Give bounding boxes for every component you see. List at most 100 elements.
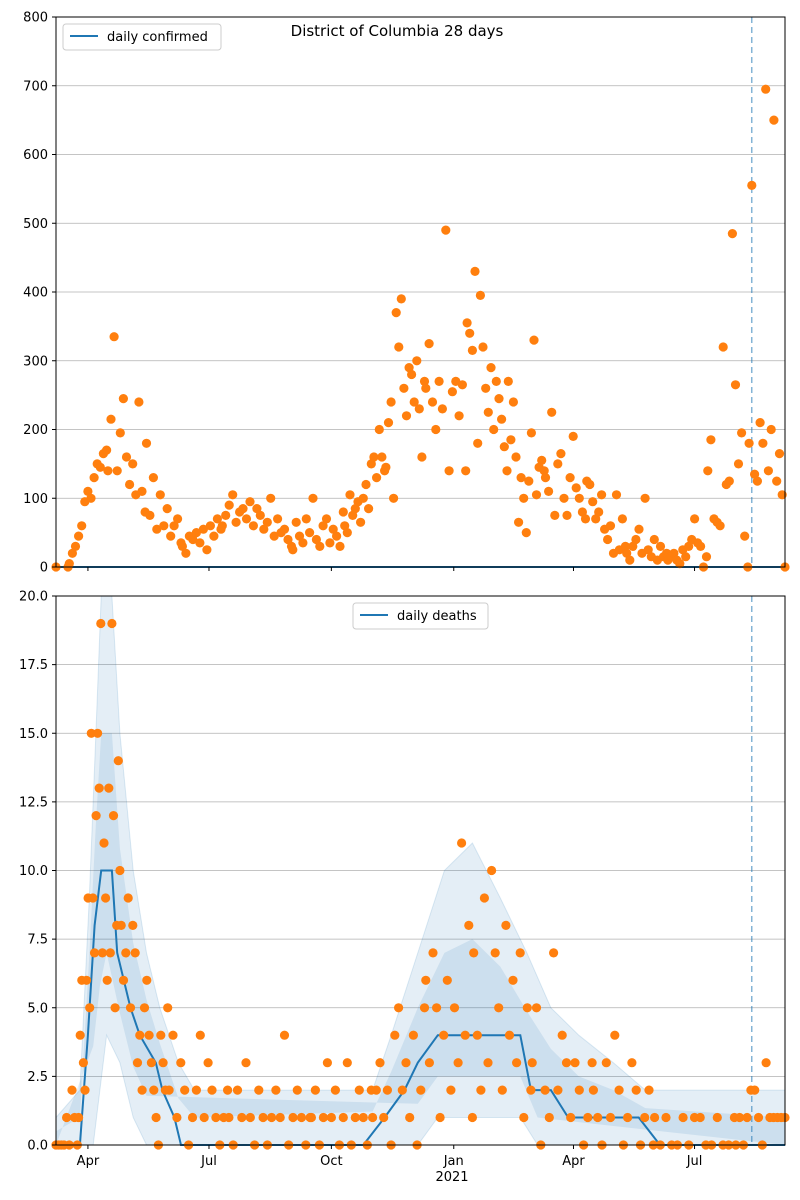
confirmed-data-point (591, 514, 601, 524)
confirmed-data-point (763, 466, 774, 476)
confirmed-data-point (338, 507, 348, 517)
deaths-data-point (151, 1112, 161, 1123)
confirmed-data-point (441, 225, 451, 235)
confirmed-data-point (502, 466, 512, 476)
confirmed-data-point (437, 404, 447, 414)
confirmed-data-point (447, 387, 457, 397)
confirmed-data-point (580, 514, 591, 524)
confirmed-data-point (588, 497, 598, 507)
confirmed-data-point (259, 524, 269, 534)
deaths-data-point (144, 1030, 154, 1040)
deaths-data-point (472, 1030, 482, 1040)
confirmed-data-point (383, 418, 394, 428)
deaths-data-point (432, 1003, 442, 1013)
confirmed-data-point (269, 531, 279, 541)
confirmed-data-point (769, 115, 779, 125)
y-tick-label: 0 (40, 561, 48, 576)
deaths-data-point (78, 1058, 88, 1068)
deaths-data-point (135, 1030, 145, 1040)
deaths-data-point (446, 1085, 456, 1095)
confirmed-data-point (514, 517, 524, 527)
deaths-data-point (483, 1058, 493, 1068)
confirmed-data-point (655, 541, 666, 552)
deaths-data-point (419, 1003, 430, 1013)
confirmed-data-point (631, 534, 641, 545)
deaths-data-point (408, 1030, 418, 1040)
confirmed-data-point (141, 438, 152, 448)
confirmed-data-point (245, 497, 255, 507)
deaths-data-point (180, 1085, 190, 1095)
confirmed-data-point (481, 383, 491, 393)
deaths-data-point (107, 618, 117, 629)
deaths-data-point (515, 948, 525, 958)
deaths-data-point (531, 1003, 542, 1013)
confirmed-data-point (381, 462, 391, 472)
deaths-data-point (104, 783, 114, 793)
confirmed-data-point (335, 541, 345, 552)
deaths-data-point (476, 1085, 486, 1095)
confirmed-data-point (521, 528, 531, 538)
confirmed-data-point (212, 514, 222, 524)
confirmed-data-point (491, 376, 501, 386)
deaths-data-point (469, 948, 479, 958)
deaths-data-point (187, 1112, 198, 1123)
confirmed-data-point (519, 493, 529, 503)
confirmed-data-point (620, 541, 631, 552)
deaths-data-point (275, 1112, 285, 1123)
confirmed-data-point (727, 229, 738, 239)
confirmed-data-point (137, 486, 147, 496)
confirmed-data-point (125, 479, 135, 490)
confirmed-data-point (503, 376, 513, 386)
x-tick-label: Apr (562, 1154, 585, 1169)
deaths-data-point (306, 1112, 316, 1123)
deaths-data-point (487, 865, 497, 876)
deaths-data-point (199, 1112, 209, 1123)
deaths-data-point (501, 920, 511, 931)
deaths-data-point (99, 838, 109, 848)
confirmed-data-point (298, 538, 308, 548)
confirmed-data-point (115, 428, 125, 438)
deaths-data-point (156, 1030, 166, 1040)
deaths-data-point (354, 1085, 364, 1095)
confirmed-data-point (279, 524, 290, 534)
deaths-data-point (224, 1112, 234, 1123)
confirmed-data-point (499, 442, 509, 452)
confirmed-data-point (148, 473, 158, 483)
deaths-data-point (583, 1112, 593, 1123)
confirmed-data-point (750, 469, 760, 479)
deaths-data-point (128, 920, 138, 931)
deaths-data-point (601, 1058, 611, 1068)
deaths-data-point (163, 1003, 173, 1013)
deaths-data-point (81, 975, 92, 985)
y-tick-label: 800 (23, 11, 48, 26)
confirmed-data-point (205, 521, 215, 531)
confirmed-data-point (64, 559, 74, 569)
confirmed-data-point (366, 459, 376, 469)
deaths-data-point (439, 1030, 449, 1040)
deaths-data-point (108, 811, 119, 821)
confirmed-data-point (109, 332, 119, 342)
deaths-data-point (435, 1112, 445, 1123)
deaths-data-point (318, 1112, 328, 1123)
confirmed-data-point (288, 545, 298, 555)
deaths-data-point (86, 728, 96, 738)
confirmed-data-point (103, 466, 113, 476)
confirmed-data-point (394, 342, 404, 352)
confirmed-data-point (628, 541, 638, 552)
deaths-data-point (421, 975, 431, 985)
deaths-data-point (644, 1085, 654, 1095)
confirmed-data-point (715, 521, 725, 531)
deaths-data-point (271, 1085, 281, 1095)
confirmed-data-point (724, 476, 734, 486)
deaths-data-point (553, 1085, 563, 1095)
confirmed-data-point (118, 394, 128, 404)
confirmed-data-point (255, 510, 265, 520)
confirmed-data-point (386, 397, 396, 407)
deaths-data-point (176, 1058, 186, 1068)
confirmed-data-point (526, 428, 537, 438)
deaths-data-point (74, 1112, 84, 1123)
confirmed-data-point (703, 466, 713, 476)
confirmed-data-point (755, 418, 765, 428)
confirmed-data-point (231, 517, 241, 527)
deaths-data-point (88, 893, 98, 903)
